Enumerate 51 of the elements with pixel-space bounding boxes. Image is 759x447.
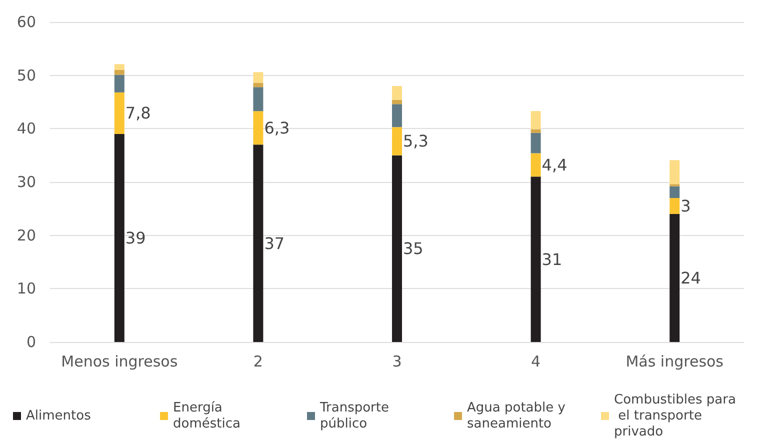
data-label: 35: [403, 239, 424, 258]
x-tick-label: 2: [253, 352, 263, 370]
bar: [670, 160, 680, 184]
bar: [530, 132, 541, 154]
y-tick-label: 40: [16, 120, 36, 138]
bar: [670, 198, 680, 214]
bar: [392, 104, 402, 128]
y-tick-label: 10: [16, 280, 36, 298]
x-tick-label: Menos ingresos: [61, 352, 178, 370]
bar: [670, 214, 680, 342]
data-label: 31: [542, 250, 562, 269]
legend-label: Transporte público: [319, 400, 394, 432]
data-label: 37: [264, 234, 285, 253]
data-label: 4,4: [542, 155, 568, 174]
bar: [392, 127, 402, 156]
bar: [114, 74, 124, 92]
bar: [392, 155, 402, 342]
bar: [114, 64, 124, 70]
legend-label: Energía doméstica: [173, 400, 240, 432]
legend-label: Combustibles para el transporte privado: [614, 392, 736, 440]
bar: [253, 111, 264, 145]
data-label: 3: [680, 196, 691, 216]
x-tick-label: 3: [392, 352, 402, 370]
data-label: 39: [125, 228, 146, 248]
data-label: 5,3: [403, 132, 428, 151]
bar: [530, 176, 541, 342]
legend-label: Agua potable y saneamiento: [467, 400, 570, 432]
bar: [530, 153, 541, 177]
bar: [114, 134, 124, 342]
bar: [253, 72, 264, 83]
bar: [670, 186, 680, 198]
x-tick-label: Más ingresos: [626, 352, 724, 370]
y-tick-label: 0: [26, 333, 36, 351]
bar: [530, 111, 541, 130]
y-tick-label: 30: [16, 173, 36, 191]
bar: [392, 100, 402, 104]
bar: [253, 82, 264, 88]
data-label: 6,3: [264, 118, 290, 138]
bar: [253, 87, 264, 112]
bar: [253, 144, 264, 342]
bar: [114, 92, 124, 134]
bar: [392, 86, 402, 100]
data-label: 24: [680, 268, 701, 288]
data-label: 7,8: [125, 104, 151, 123]
y-tick-label: 50: [16, 66, 36, 84]
bar: [114, 70, 124, 75]
legend-label: Alimentos: [26, 408, 92, 424]
y-tick-label: 60: [16, 13, 36, 31]
bar: [530, 129, 541, 133]
y-tick-label: 20: [16, 226, 36, 244]
x-tick-label: 4: [531, 352, 541, 370]
